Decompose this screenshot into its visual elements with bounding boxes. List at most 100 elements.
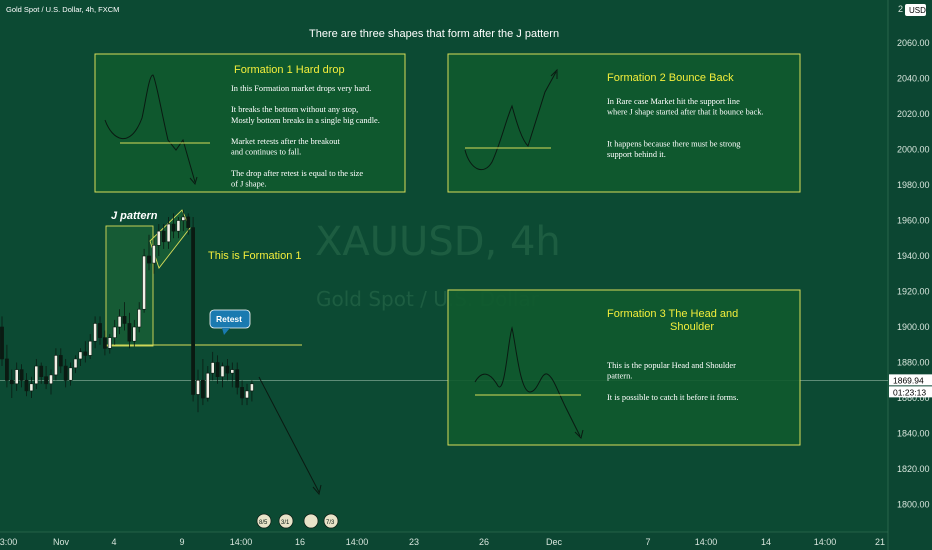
candle-body [210,362,215,374]
box-text-line: and continues to fall. [231,148,301,157]
retest-bubble-pointer [222,328,230,335]
price-tick-label: 1980.00 [897,180,930,190]
box-text-line: It breaks the bottom without any stop, [231,105,358,114]
time-tick-label: 23 [409,537,419,547]
event-badge-4[interactable] [323,513,339,529]
price-tick-label: 1960.00 [897,216,930,226]
price-tick-label: 2060.00 [897,38,930,48]
formation-2-sketch [464,71,557,171]
event-badge-3[interactable] [303,513,319,529]
formation-3-text: This is the popular Head and Shoulder pat… [607,361,738,402]
projection-arrow-line[interactable] [258,376,320,493]
formation-1-box[interactable] [94,53,406,193]
box-text-line: Market retests after the breakout [231,137,340,146]
candle-body [152,245,156,264]
candle-body [230,369,235,374]
candle-body [49,374,53,385]
watermark-symbol: XAUUSD, 4h [315,219,561,265]
candle-body [240,387,245,399]
candle-body [34,365,39,385]
candle-body [132,326,137,342]
price-axis-labels: 1800.00 1820.00 1840.00 1860.00 1880.00 1900.… [897,38,930,510]
event-badge-4-label: 7/3 [326,520,335,526]
formation-2-title: Formation 2 Bounce Back [607,72,734,84]
box-text-line: This is the popular Head and Shoulder [607,361,736,370]
box-text-line: In Rare case Market hit the support line [607,97,740,106]
candle-body [58,355,63,367]
time-tick-label: 21 [875,537,885,547]
time-tick-label: Dec [546,537,563,547]
candle-body [201,379,205,399]
formation-1-text: In this Formation market drops very hard… [231,84,380,188]
price-tick-label: 1820.00 [897,464,930,474]
time-axis[interactable] [0,532,888,550]
price-axis[interactable] [888,0,932,550]
chart-title: There are three shapes that form after t… [309,28,559,40]
time-tick-label: 26 [479,537,489,547]
price-tick-label: 1880.00 [897,358,930,368]
candle-body [63,365,68,381]
candle-body [196,379,200,395]
top-price-partial: 2 [898,4,903,14]
currency-badge[interactable]: USD [909,6,926,15]
candle-body [142,255,147,310]
candle-body [127,323,132,342]
candle-body [235,369,240,388]
formation-3-sketch [474,326,581,437]
currency-badge-bg[interactable] [905,4,926,16]
time-tick-label: 14:00 [695,537,718,547]
candle-body [161,230,166,243]
box-text-line: where J shape started after that it boun… [607,108,764,117]
time-tick-label: 14:00 [814,537,837,547]
formation-3-title-line-2: Shoulder [670,321,714,333]
box-text-line: It happens because there must be strong [607,139,741,148]
current-price-label: 1869.94 [893,375,924,385]
candle-body [181,216,186,221]
candle-body [93,323,98,342]
time-tick-label: 7 [645,537,650,547]
price-tick-label: 1920.00 [897,287,930,297]
event-badge-1-label: 8/5 [259,520,268,526]
candle-body [68,367,73,381]
event-badge-2-label: 3/1 [281,520,290,526]
formation-2-arrow-head [550,68,558,79]
time-tick-label: 9 [179,537,184,547]
price-tick-label: 1900.00 [897,322,930,332]
time-tick-label: Nov [53,537,70,547]
time-tick-label: 14 [761,537,771,547]
candle-body [24,379,29,392]
candle-body [166,223,171,243]
countdown-label: 01:23:13 [893,387,926,397]
candle-body [83,351,88,356]
candle-body [88,340,93,356]
candle-body [122,316,127,324]
event-badge-2[interactable] [278,513,294,529]
candle-body [137,308,142,328]
j-pattern-label: J pattern [111,210,158,222]
price-tick-label: 2020.00 [897,109,930,119]
box-text-line: It is possible to catch it before it for… [607,393,738,402]
box-text-line: In this Formation market drops very hard… [231,84,371,93]
time-tick-label: 4 [111,537,116,547]
box-text-line: support behind it. [607,150,666,159]
current-price-tag [889,374,932,386]
candle-body [250,383,254,392]
price-tick-label: 2000.00 [897,145,930,155]
time-tick-label: 14:00 [230,537,253,547]
box-text-line: Mostly bottom breaks in a single big can… [231,116,380,125]
time-tick-label: 13:00 [0,537,17,547]
time-axis-labels: 13:00 Nov 4 9 14:00 16 14:00 23 26 Dec 7 14:00 14 14:… [0,537,885,547]
candle-body [245,390,249,399]
candle-body [29,383,34,392]
candle-body [103,337,107,349]
candle-body [176,220,181,232]
event-badges[interactable]: 8/5 3/1 7/3 [256,513,339,529]
event-badge-1[interactable] [256,513,272,529]
formation-2-box[interactable] [447,53,801,193]
formation-3-box[interactable] [447,289,801,446]
projection-arrow-head [312,484,322,496]
time-tick-label: 14:00 [346,537,369,547]
candle-body [44,376,49,385]
formation-3-arrow-head [574,429,584,439]
